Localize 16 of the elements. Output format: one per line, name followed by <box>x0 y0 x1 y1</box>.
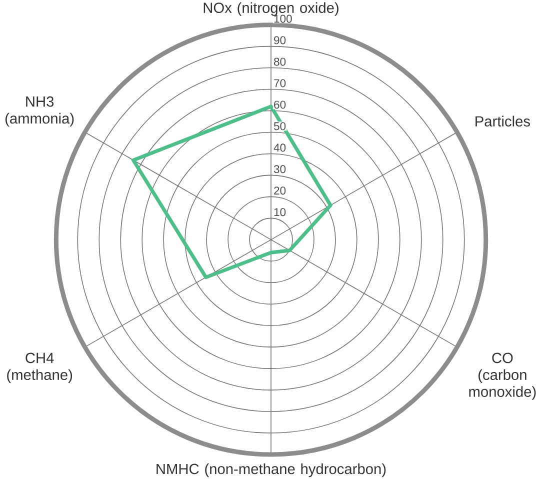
y-tick-label: 30 <box>274 165 286 173</box>
y-tick-label: 40 <box>274 144 286 152</box>
spoke-label: NOx (nitrogen oxide) <box>204 2 338 16</box>
y-tick-label: 50 <box>274 122 286 130</box>
y-tick-label: 60 <box>274 100 286 109</box>
y-tick-label: 10 <box>274 208 286 216</box>
spoke-label: CH4 (methane) <box>7 352 72 383</box>
y-tick-label: 80 <box>274 58 286 66</box>
y-tick-label: 100 <box>274 14 292 23</box>
spoke-label: CO (carbon monoxide) <box>469 352 536 400</box>
y-tick-label: 70 <box>274 79 286 88</box>
y-tick-label: 90 <box>274 36 286 44</box>
spoke-label: Particles <box>476 116 530 126</box>
spoke-label: NMHC (non-methane hydrocarbon) <box>156 463 386 477</box>
spoke-label: NH3 (ammonia) <box>5 96 74 126</box>
y-tick-label: 20 <box>274 186 286 194</box>
